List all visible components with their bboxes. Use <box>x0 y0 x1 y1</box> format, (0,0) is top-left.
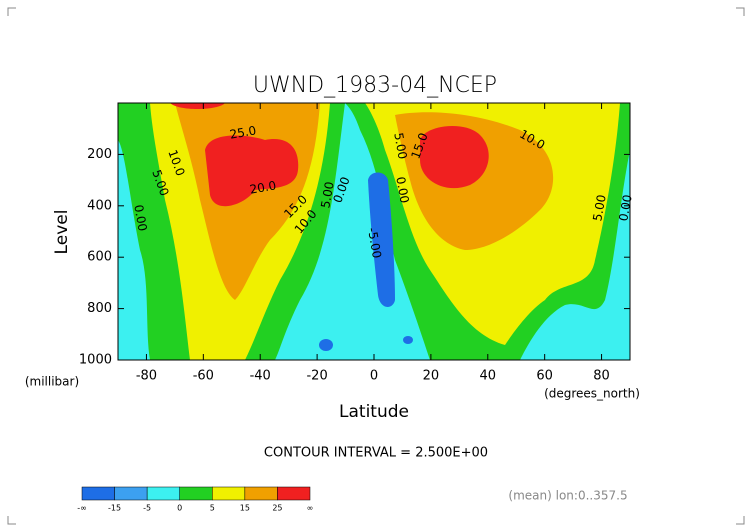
colorbar-swatch <box>277 486 311 501</box>
contour-label: 5.00 <box>391 132 409 161</box>
contour-interval-note: CONTOUR INTERVAL = 2.500E+00 <box>264 446 488 461</box>
contour-label: 5.00 <box>590 194 608 223</box>
colorbar-swatch <box>212 486 246 501</box>
contour-label: -5.00 <box>365 226 384 259</box>
x-tick-label: -20 <box>306 369 327 384</box>
contour-label: 5.00 <box>318 181 336 210</box>
colorbar-swatch <box>179 486 213 501</box>
x-tick-label: -40 <box>250 369 271 384</box>
x-tick-label: 40 <box>480 369 497 384</box>
y-tick-label: 400 <box>87 198 112 213</box>
contour-label: 25.0 <box>229 123 258 141</box>
colorbar-swatch <box>81 486 115 501</box>
colorbar-label: -5 <box>143 504 151 513</box>
y-tick-label: 600 <box>87 250 112 265</box>
colorbar-label: ∞ <box>307 504 314 513</box>
contour-label: 0.00 <box>393 176 411 205</box>
colorbar-label: 0 <box>177 504 182 513</box>
colorbar-swatch <box>114 486 148 501</box>
colorbar-label: 5 <box>210 504 215 513</box>
colorbar-label: -∞ <box>77 504 87 513</box>
contour-label: 20.0 <box>249 178 278 196</box>
x-tick-label: -80 <box>136 369 157 384</box>
corner-marks <box>7 7 745 525</box>
y-tick-label: 200 <box>87 147 112 162</box>
x-tick-label: 0 <box>370 369 378 384</box>
y-axis-unit: (millibar) <box>25 375 79 389</box>
footer-note: (mean) lon:0..357.5 <box>508 489 627 503</box>
x-axis-unit: (degrees_north) <box>544 387 640 401</box>
chart-title: UWND_1983-04_NCEP <box>253 73 497 98</box>
contour-fill <box>118 103 630 360</box>
y-tick-label: 1000 <box>79 353 112 368</box>
contour-label: 0.00 <box>131 204 149 233</box>
x-tick-label: 60 <box>536 369 553 384</box>
colorbar-swatch <box>244 486 278 501</box>
contour-label: 0.00 <box>616 194 634 223</box>
x-tick-label: 80 <box>593 369 610 384</box>
colorbar-label: 15 <box>240 504 250 513</box>
x-tick-label: 20 <box>423 369 440 384</box>
y-tick-label: 800 <box>87 301 112 316</box>
y-axis-label: Level <box>52 210 72 255</box>
colorbar-label: -15 <box>108 504 121 513</box>
colorbar-label: 25 <box>272 504 282 513</box>
x-tick-label: -60 <box>193 369 214 384</box>
x-axis-label: Latitude <box>339 402 409 422</box>
colorbar-swatch <box>146 486 180 501</box>
